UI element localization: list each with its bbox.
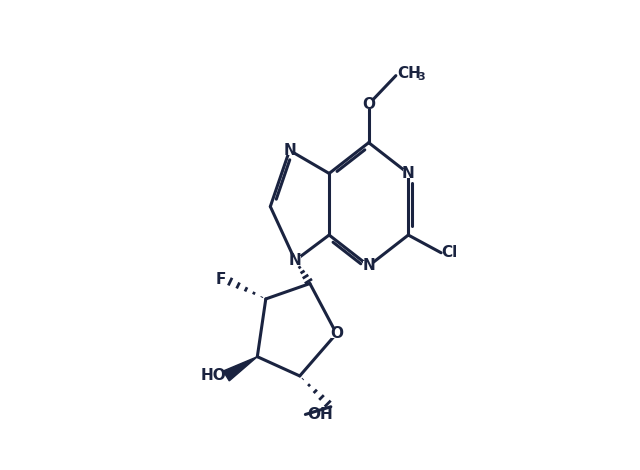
Text: O: O — [362, 97, 375, 112]
Polygon shape — [223, 357, 257, 381]
Bar — [284, 146, 295, 155]
Text: N: N — [402, 166, 415, 181]
Text: O: O — [330, 326, 343, 341]
Text: N: N — [289, 253, 301, 268]
Text: OH: OH — [307, 407, 333, 422]
Text: Cl: Cl — [441, 245, 458, 260]
Bar — [290, 256, 301, 265]
Text: CH: CH — [397, 66, 422, 81]
Bar — [364, 261, 374, 270]
Bar — [364, 100, 374, 109]
Text: N: N — [362, 258, 375, 274]
Text: N: N — [283, 143, 296, 158]
Text: F: F — [216, 272, 226, 287]
Text: HO: HO — [200, 368, 226, 384]
Bar — [331, 329, 342, 338]
Text: 3: 3 — [417, 72, 425, 82]
Bar — [403, 169, 413, 178]
